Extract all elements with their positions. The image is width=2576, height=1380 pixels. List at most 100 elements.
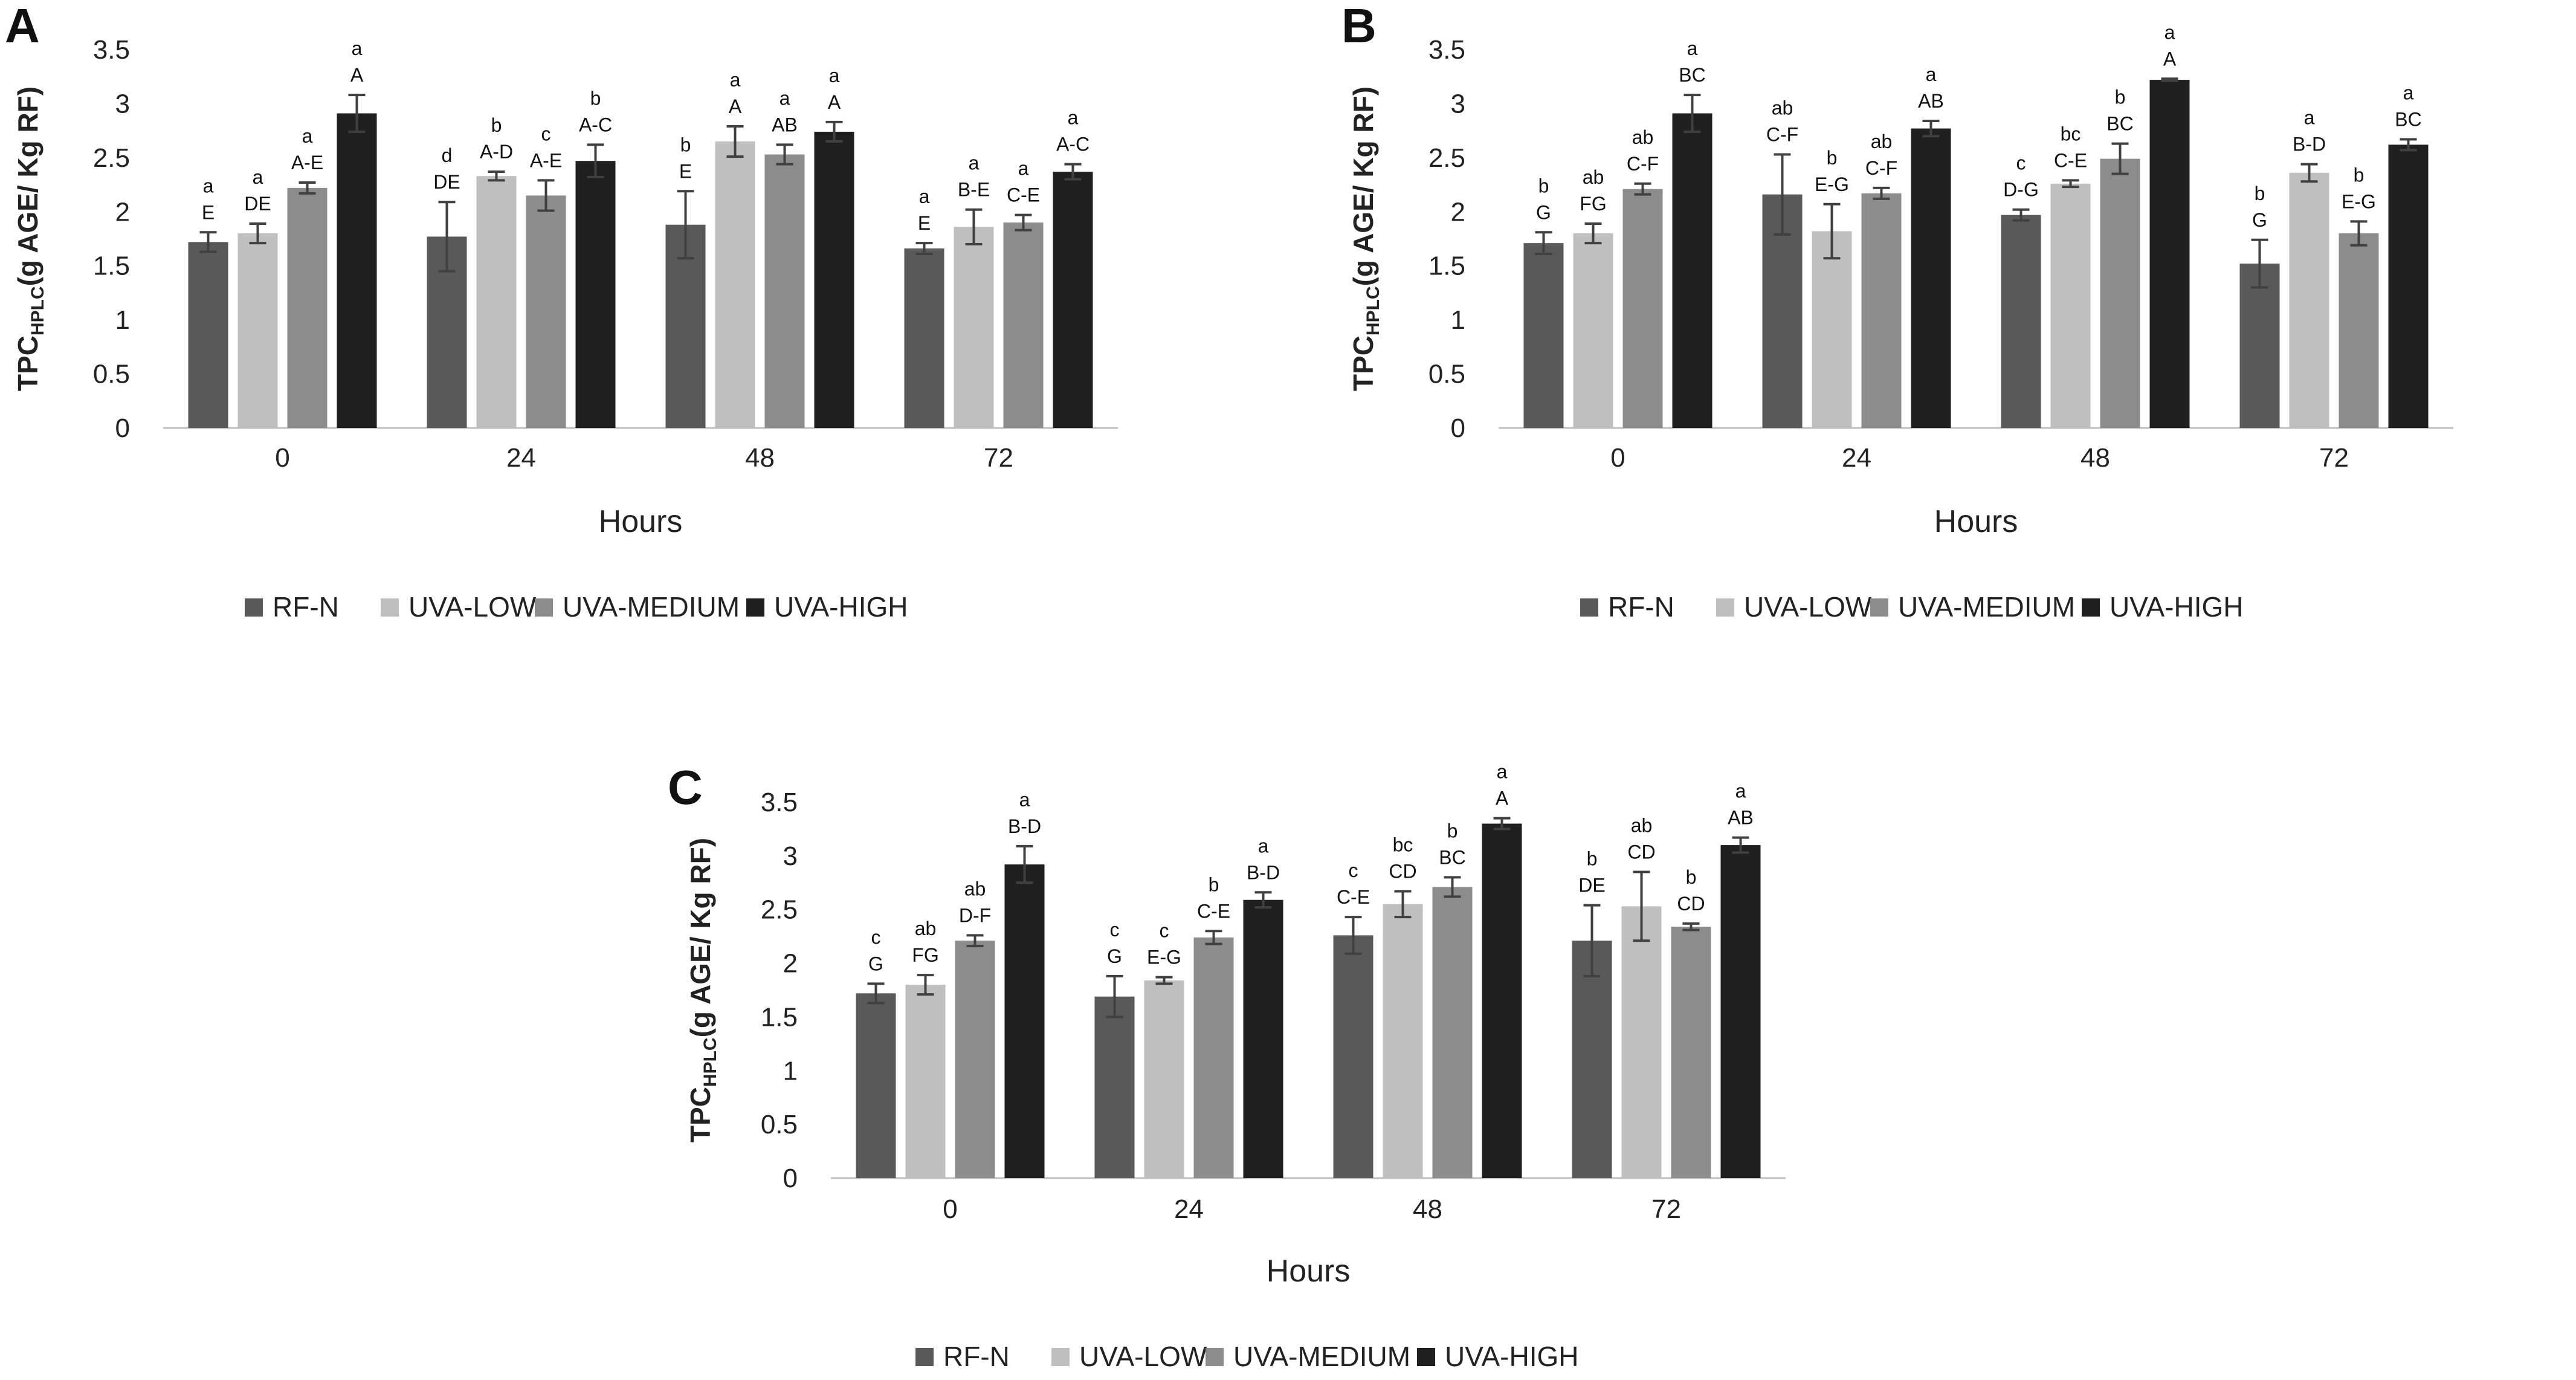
- x-tick-label: 48: [1413, 1194, 1442, 1224]
- significance-uppercase: AB: [772, 114, 798, 135]
- significance-uppercase: E: [679, 160, 692, 182]
- bar-uva-medium-48h: [1432, 887, 1473, 1178]
- significance-uppercase: BC: [2395, 108, 2421, 130]
- legend-label-rf-n: RF-N: [1608, 591, 1674, 623]
- significance-lowercase: ab: [1772, 97, 1793, 118]
- legend-swatch-rf-n: [1580, 598, 1598, 617]
- y-tick-label: 2: [783, 949, 798, 979]
- significance-uppercase: A: [1496, 788, 1509, 809]
- bar-uva-medium-72h: [2339, 233, 2379, 428]
- significance-lowercase: b: [2255, 183, 2265, 204]
- significance-uppercase: G: [2252, 209, 2267, 231]
- y-tick-label: 2: [1451, 197, 1465, 227]
- legend-swatch-uva-low: [1716, 598, 1734, 617]
- y-tick-label: 2.5: [93, 143, 130, 173]
- significance-lowercase: c: [871, 926, 881, 948]
- significance-uppercase: A: [2163, 48, 2177, 70]
- x-tick-label: 72: [984, 443, 1013, 473]
- y-tick-label: 3.5: [93, 35, 130, 65]
- significance-uppercase: A-E: [530, 149, 562, 171]
- significance-uppercase: DE: [1578, 875, 1605, 896]
- x-tick-label: 48: [745, 443, 775, 473]
- significance-lowercase: ab: [1583, 166, 1604, 188]
- bar-rf-n-72h: [904, 248, 944, 428]
- bar-rf-n-0h: [1523, 243, 1564, 428]
- x-tick-label: 24: [1174, 1194, 1204, 1224]
- bar-uva-high-0h: [1672, 113, 1712, 429]
- bar-uva-high-0h: [1004, 864, 1045, 1178]
- legend-label-uva-high: UVA-HIGH: [774, 591, 908, 623]
- significance-uppercase: CD: [1389, 861, 1416, 883]
- y-axis-label: TPCHPLC(g AGE/ Kg RF): [12, 86, 48, 391]
- bar-uva-medium-0h: [287, 187, 328, 428]
- legend-swatch-uva-high: [1417, 1348, 1435, 1366]
- bar-uva-high-0h: [337, 113, 377, 429]
- bar-uva-high-48h: [1482, 823, 1522, 1178]
- legend-swatch-uva-low: [381, 598, 399, 617]
- significance-uppercase: B-E: [958, 179, 990, 201]
- bar-rf-n-0h: [188, 242, 228, 428]
- y-tick-label: 0.5: [93, 360, 130, 389]
- significance-lowercase: ab: [964, 878, 986, 899]
- y-tick-label: 0: [783, 1164, 798, 1193]
- significance-uppercase: A: [350, 64, 364, 86]
- y-tick-label: 1.5: [1428, 251, 1465, 281]
- y-tick-label: 2.5: [1428, 143, 1465, 173]
- bar-uva-low-24h: [1144, 980, 1184, 1178]
- bar-uva-low-72h: [2289, 172, 2329, 428]
- bar-uva-low-0h: [1573, 233, 1613, 428]
- significance-uppercase: C-F: [1865, 157, 1897, 179]
- x-axis-label: Hours: [1267, 1254, 1351, 1289]
- significance-uppercase: A-D: [480, 141, 513, 163]
- x-tick-label: 0: [943, 1194, 957, 1224]
- significance-uppercase: BC: [1679, 64, 1705, 86]
- significance-uppercase: C-E: [1337, 886, 1370, 908]
- significance-lowercase: a: [1926, 63, 1937, 85]
- legend-label-uva-medium: UVA-MEDIUM: [1898, 591, 2075, 623]
- significance-lowercase: a: [2304, 107, 2315, 129]
- significance-lowercase: ab: [1871, 131, 1893, 152]
- bar-uva-low-0h: [237, 233, 278, 428]
- significance-lowercase: a: [302, 125, 313, 147]
- significance-lowercase: c: [1110, 919, 1120, 941]
- significance-lowercase: a: [1497, 761, 1508, 783]
- legend-label-uva-low: UVA-LOW: [1079, 1341, 1207, 1372]
- significance-uppercase: CD: [1627, 841, 1655, 863]
- significance-lowercase: a: [1258, 835, 1269, 857]
- significance-lowercase: b: [2115, 86, 2126, 108]
- legend-swatch-uva-low: [1051, 1348, 1070, 1366]
- significance-lowercase: ab: [915, 918, 937, 939]
- significance-uppercase: D-F: [959, 904, 991, 926]
- significance-lowercase: a: [969, 152, 980, 174]
- bar-uva-high-24h: [1243, 899, 1283, 1178]
- legend-swatch-rf-n: [245, 598, 263, 617]
- significance-uppercase: C-E: [1007, 184, 1040, 206]
- legend: RF-N UVA-LOW UVA-MEDIUM UVA-HIGH: [1580, 591, 2244, 623]
- panel-letter-b: B: [1341, 0, 1377, 53]
- y-tick-label: 3.5: [1428, 35, 1465, 65]
- significance-uppercase: CD: [1677, 893, 1705, 915]
- y-tick-label: 3: [115, 89, 130, 118]
- legend-label-uva-low: UVA-LOW: [1744, 591, 1872, 623]
- y-tick-label: 0.5: [761, 1110, 798, 1139]
- significance-lowercase: bc: [2061, 123, 2081, 144]
- bar-uva-medium-0h: [1622, 189, 1663, 428]
- panel-letter-a: A: [5, 0, 40, 53]
- x-tick-label: 72: [1651, 1194, 1681, 1224]
- bar-uva-low-48h: [1383, 904, 1423, 1178]
- bar-uva-low-24h: [476, 176, 517, 428]
- significance-lowercase: a: [730, 69, 741, 91]
- legend: RF-N UVA-LOW UVA-MEDIUM UVA-HIGH: [245, 591, 908, 623]
- legend-label-uva-high: UVA-HIGH: [2110, 591, 2244, 623]
- significance-lowercase: b: [2354, 164, 2365, 186]
- significance-lowercase: bc: [1393, 834, 1413, 856]
- y-tick-label: 1: [1451, 305, 1465, 335]
- legend: RF-N UVA-LOW UVA-MEDIUM UVA-HIGH: [915, 1341, 1579, 1372]
- significance-uppercase: A-E: [291, 152, 323, 173]
- significance-uppercase: DE: [433, 171, 460, 193]
- y-axis-label: TPCHPLC(g AGE/ Kg RF): [685, 838, 720, 1142]
- significance-lowercase: a: [1068, 107, 1079, 129]
- significance-uppercase: C-F: [1627, 153, 1659, 175]
- significance-uppercase: FG: [912, 944, 938, 966]
